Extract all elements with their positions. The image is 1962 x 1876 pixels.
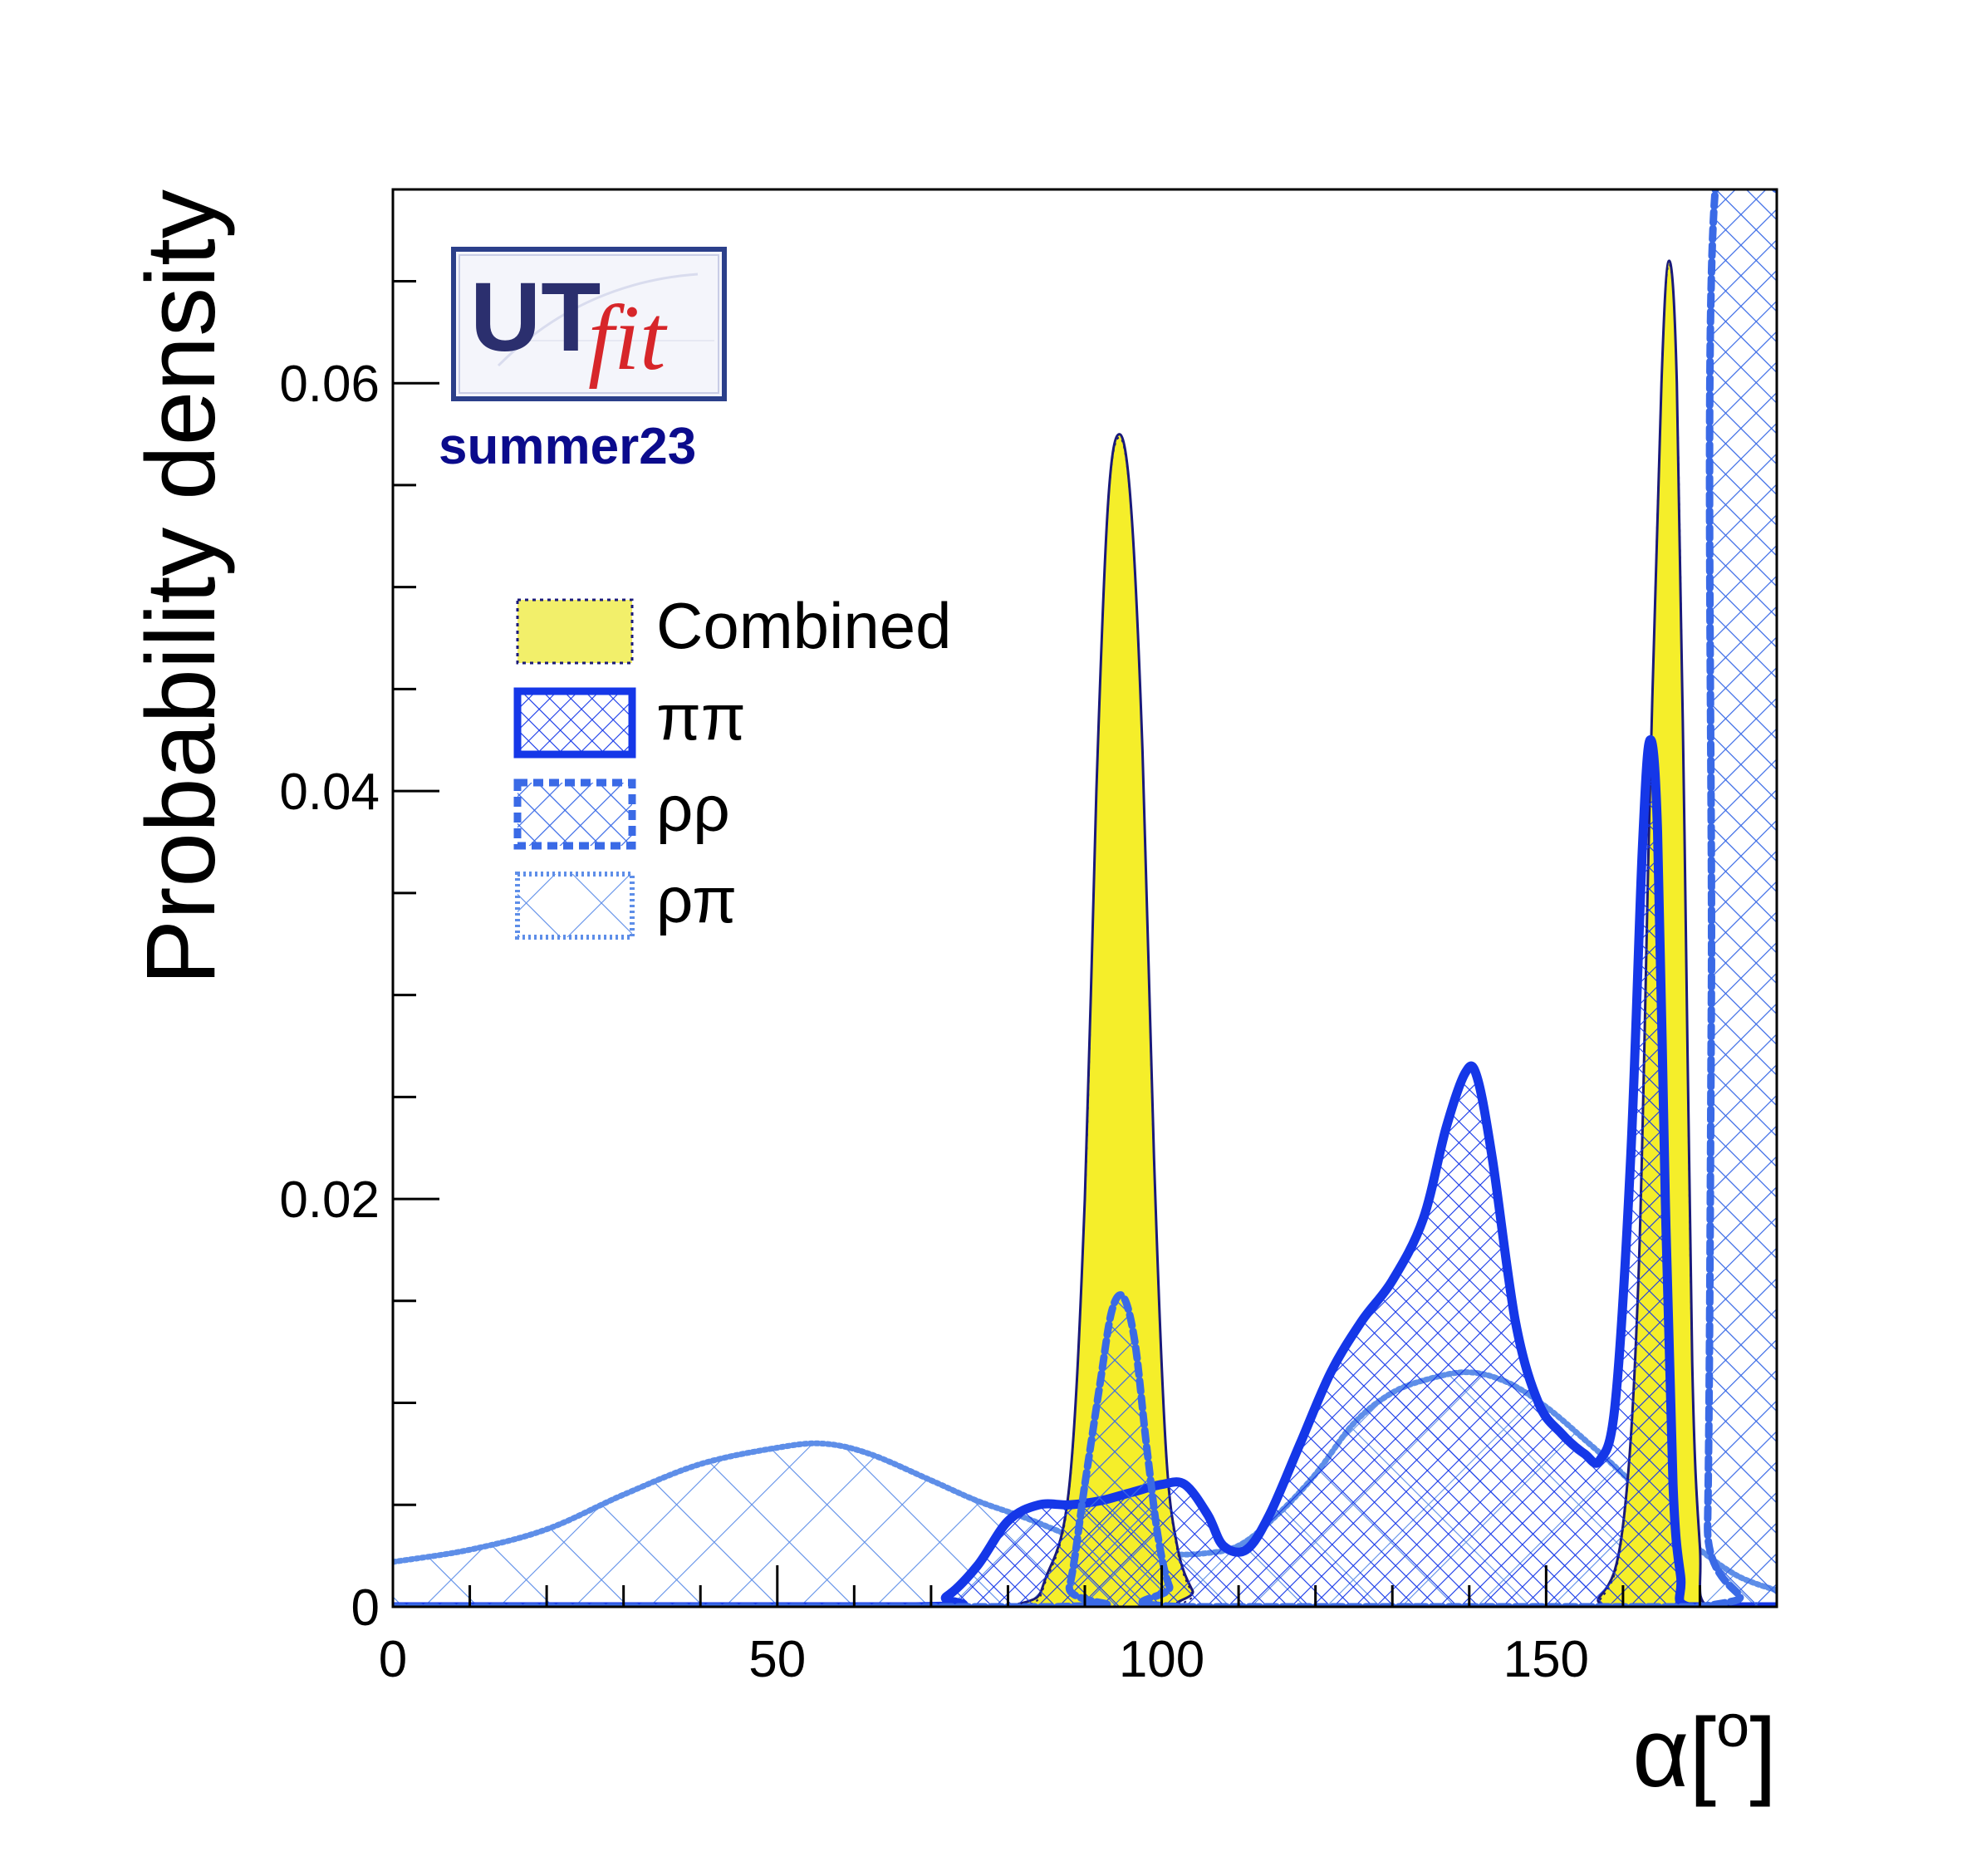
legend-label-rhorho: ρρ xyxy=(656,772,730,845)
legend-item-rhorho: ρρ xyxy=(513,772,730,850)
x-tick-label: 0 xyxy=(379,1631,407,1688)
y-tick-label: 0.04 xyxy=(279,764,380,821)
x-axis-title-base: α[ xyxy=(1632,1698,1716,1808)
series-pipi-line xyxy=(393,734,1777,1607)
y-axis: 0 0.02 0.04 0.06 xyxy=(279,279,439,1637)
legend-swatch-rhorho xyxy=(513,778,636,850)
y-tick-label: 0.02 xyxy=(279,1171,380,1229)
x-axis-title: α[o] xyxy=(1632,1693,1777,1808)
x-axis-title-end: ] xyxy=(1749,1698,1777,1808)
x-tick-label: 50 xyxy=(748,1631,806,1688)
x-tick-label: 150 xyxy=(1503,1631,1589,1688)
legend: Combined ππ ρρ ρπ xyxy=(513,589,952,940)
x-tick-label: 100 xyxy=(1119,1631,1204,1688)
legend-label-pipi: ππ xyxy=(656,680,746,754)
logo-ut: UT xyxy=(470,263,601,372)
series-layer xyxy=(393,189,1777,1607)
series-pipi xyxy=(393,734,1777,1607)
series-rhorho xyxy=(393,189,1777,1607)
legend-label-combined: Combined xyxy=(656,589,952,662)
legend-swatch-pipi xyxy=(513,687,636,759)
legend-swatch-rhopi xyxy=(515,872,635,940)
series-combined-inner-line xyxy=(1017,263,1705,1607)
y-tick-label: 0.06 xyxy=(279,356,380,413)
legend-swatch-combined xyxy=(516,598,634,665)
legend-label-rhopi: ρπ xyxy=(656,863,737,936)
y-axis-title: Probability density xyxy=(126,189,236,985)
series-rhorho-line xyxy=(393,189,1777,1607)
utfit-logo: UT fit xyxy=(451,247,727,401)
y-tick-label: 0 xyxy=(351,1579,380,1637)
legend-item-pipi: ππ xyxy=(513,680,746,759)
chart-subtitle: summer23 xyxy=(439,418,696,475)
logo-fit: fit xyxy=(588,287,668,390)
series-pipi-area xyxy=(393,739,1777,1607)
legend-item-rhopi: ρπ xyxy=(515,863,737,940)
x-axis: 0 50 100 150 xyxy=(379,1565,1778,1688)
legend-item-combined: Combined xyxy=(516,589,952,665)
x-axis-title-sup: o xyxy=(1716,1693,1749,1760)
